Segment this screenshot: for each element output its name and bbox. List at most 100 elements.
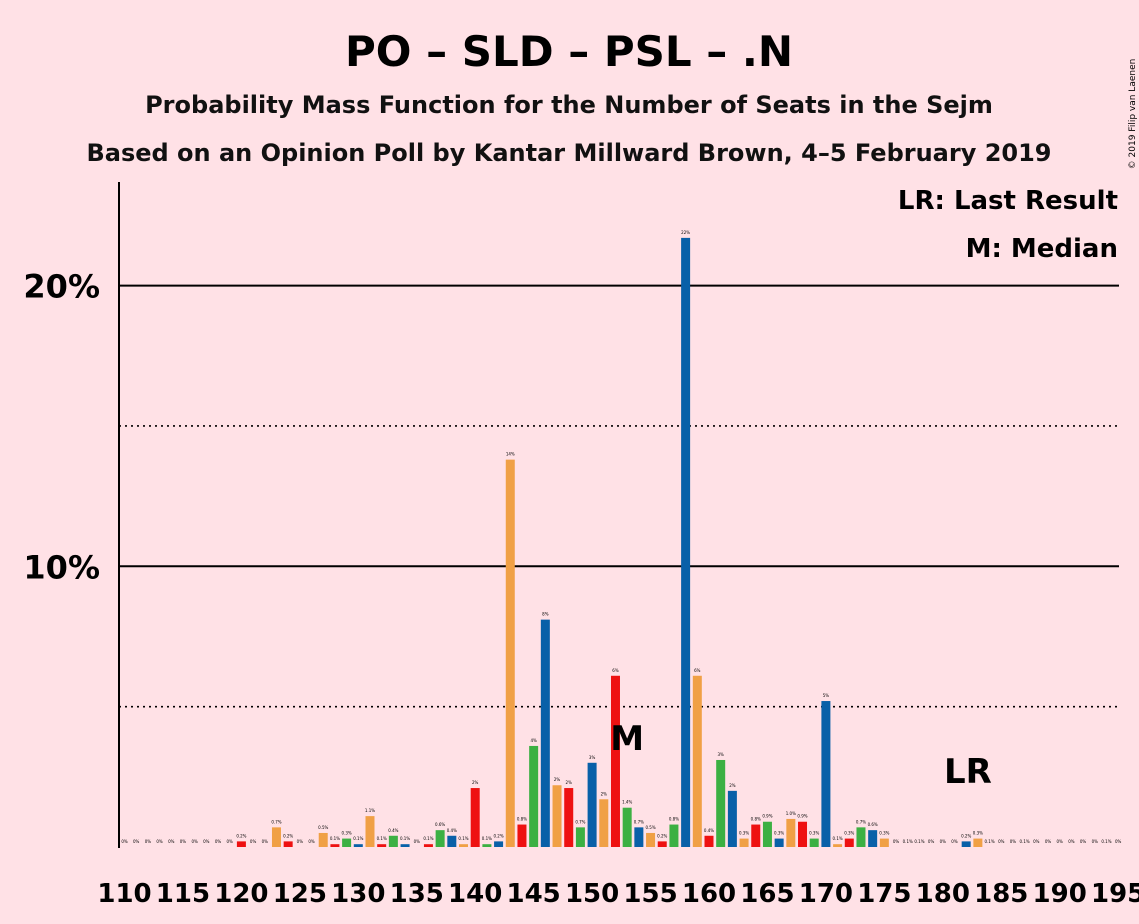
bar-value-label: 0.1% [353,836,363,841]
bar-value-label: 0% [1033,839,1040,844]
bar-value-label: 0% [1010,839,1017,844]
bar [669,824,679,847]
bar [599,799,609,847]
bar-value-label: 0.7% [575,819,585,824]
x-tick-label: 140 [448,879,502,909]
y-tick-label: 10% [23,548,100,586]
bar [575,827,585,847]
bar-value-labels: 0% 0% 0% 0% 0% 0% 0% 0% 0% 0%0.2%0% 0%0.7%0.2%0% 0%… [121,230,1121,844]
bar-value-label: 0% [893,839,900,844]
bar-value-label: 0.5% [645,825,655,830]
bar [447,835,457,847]
bar-value-label: 0.2% [236,833,246,838]
bar [751,824,761,847]
bar-value-label: 1.0% [786,811,796,816]
bar [646,832,656,847]
bar [365,816,375,847]
bar-value-label: 0.5% [318,825,328,830]
bar [423,844,433,847]
bar [283,841,293,847]
x-tick-label: 115 [156,879,210,909]
bar-value-label: 0.3% [809,831,819,836]
bar [727,790,737,847]
bar-value-label: 1.1% [365,808,375,813]
x-tick-label: 190 [1033,879,1087,909]
bar-value-label: 0.1% [903,839,913,844]
bar-value-label: 0% [297,839,304,844]
y-axis-ticks: 10% 20% [23,268,100,587]
bar-value-label: 0.1% [914,839,924,844]
bar-value-label: 0% [203,839,210,844]
bar-value-label: 0% [1057,839,1064,844]
bar [786,818,796,847]
bar [704,835,714,847]
last-result-marker: LR [944,752,992,792]
bar-value-label: 0% [215,839,222,844]
bar-value-label: 2% [472,780,479,785]
bar-value-label: 0.1% [377,836,387,841]
bar-value-label: 0% [145,839,152,844]
x-tick-label: 135 [390,879,444,909]
bar-value-label: 0.1% [400,836,410,841]
bar [809,838,819,847]
median-marker: M [610,719,644,759]
bar [681,237,691,848]
bar-value-label: 0% [227,839,234,844]
bar-value-label: 8% [542,612,549,617]
bar-value-label: 0.9% [797,814,807,819]
bar [482,844,492,847]
bar-value-label: 0.8% [751,817,761,822]
bar [540,619,550,847]
bar [973,838,983,847]
bar-value-label: 0.3% [739,831,749,836]
bar-value-label: 0% [940,839,947,844]
bar [821,701,831,847]
x-tick-label: 125 [273,879,327,909]
bar-value-label: 0.1% [330,836,340,841]
bar-value-label: 0.1% [1101,839,1111,844]
bar-value-label: 0% [308,839,315,844]
x-tick-label: 175 [857,879,911,909]
bar [318,832,328,847]
bar-value-label: 0.4% [447,828,457,833]
bar-value-label: 0.3% [973,831,983,836]
bar-value-label: 2% [566,780,573,785]
bar [552,785,562,847]
bar [610,675,620,847]
bar [459,844,469,847]
bar-value-label: 0.1% [482,836,492,841]
bar-value-label: 6% [612,668,619,673]
bar-value-label: 0.7% [856,819,866,824]
bar-value-label: 0.8% [669,817,679,822]
bar-value-label: 0% [191,839,198,844]
bar [856,827,866,847]
bar [377,844,387,847]
bar-value-label: 3% [718,752,725,757]
bar-value-label: 0.2% [961,833,971,838]
bar-value-label: 0.7% [271,819,281,824]
bar-value-label: 0% [998,839,1005,844]
bar-value-label: 0.2% [657,833,667,838]
x-tick-label: 110 [97,879,151,909]
bar-value-label: 0.1% [1020,839,1030,844]
bar-value-label: 0% [250,839,257,844]
bar [739,838,749,847]
bar-value-label: 2% [729,783,736,788]
bar-value-label: 0% [1092,839,1099,844]
bar [844,838,854,847]
bar [692,675,702,847]
chart-source: Based on an Opinion Poll by Kantar Millw… [86,139,1051,167]
bar-value-label: 1.4% [622,800,632,805]
copyright-notice: © 2019 Filip van Laenen [1128,59,1138,170]
x-tick-label: 120 [214,879,268,909]
bar [564,788,574,847]
bar-value-label: 14% [506,452,515,457]
bar [879,838,889,847]
bar [657,841,667,847]
chart-markers: M LR [610,719,992,792]
bar-value-label: 0.7% [634,819,644,824]
bar-value-label: 0% [951,839,958,844]
bar [494,841,504,847]
bar-value-label: 0.6% [435,822,445,827]
x-tick-label: 185 [974,879,1028,909]
